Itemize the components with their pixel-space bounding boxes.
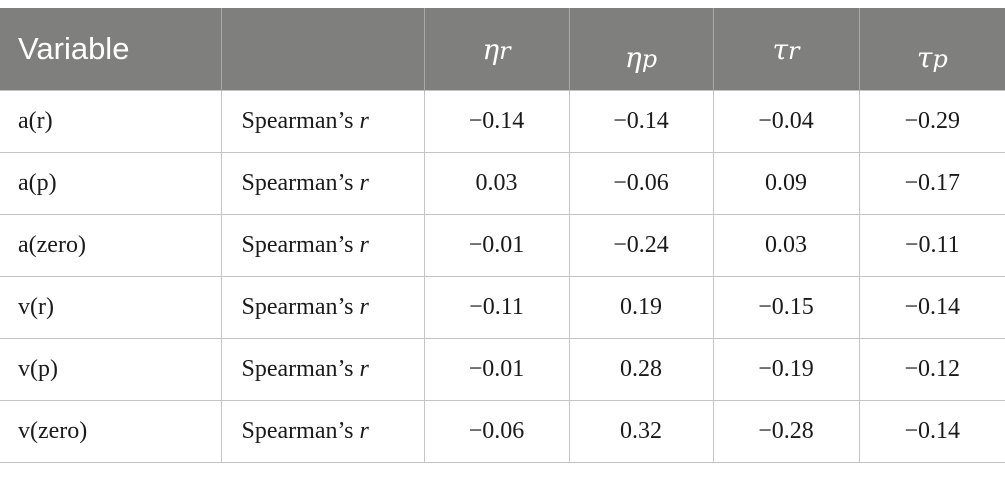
cell-eta-p: −0.06 bbox=[568, 152, 714, 215]
correlation-table: Variable ηr ηp τr τp a(r) Spearman’s r −… bbox=[0, 8, 1005, 463]
table-row: a(r) Spearman’s r −0.14 −0.14 −0.04 −0.2… bbox=[0, 90, 1005, 153]
cell-statistic: Spearman’s r bbox=[220, 276, 425, 339]
table-row: a(zero) Spearman’s r −0.01 −0.24 0.03 −0… bbox=[0, 214, 1005, 277]
statistic-symbol: r bbox=[359, 232, 369, 258]
cell-eta-p: 0.32 bbox=[568, 400, 714, 463]
header-tau-p: τp bbox=[858, 8, 1005, 91]
header-tau-p-sub: p bbox=[932, 44, 948, 73]
cell-tau-r: −0.15 bbox=[712, 276, 860, 339]
cell-eta-r: −0.01 bbox=[423, 214, 570, 277]
cell-eta-p: 0.19 bbox=[568, 276, 714, 339]
header-eta-r: ηr bbox=[423, 8, 569, 91]
statistic-symbol: r bbox=[359, 108, 369, 134]
cell-variable: a(r) bbox=[0, 90, 222, 153]
statistic-symbol: r bbox=[359, 294, 369, 320]
header-eta-p-symbol: η bbox=[624, 40, 642, 74]
cell-eta-p: −0.24 bbox=[568, 214, 714, 277]
cell-tau-p: −0.14 bbox=[858, 400, 1005, 463]
cell-tau-r: −0.19 bbox=[712, 338, 860, 401]
cell-tau-p: −0.29 bbox=[858, 90, 1005, 153]
table-header: Variable ηr ηp τr τp bbox=[0, 8, 1005, 91]
header-tau-r-symbol: τ bbox=[772, 32, 789, 66]
statistic-symbol: r bbox=[359, 356, 369, 382]
cell-tau-r: 0.09 bbox=[712, 152, 860, 215]
header-variable: Variable bbox=[0, 8, 221, 91]
cell-eta-r: 0.03 bbox=[423, 152, 570, 215]
cell-eta-r: −0.14 bbox=[423, 90, 570, 153]
cell-tau-p: −0.14 bbox=[858, 276, 1005, 339]
header-tau-r-sub: r bbox=[788, 36, 800, 65]
header-tau-p-symbol: τ bbox=[916, 40, 933, 74]
cell-statistic: Spearman’s r bbox=[220, 90, 425, 153]
header-eta-p: ηp bbox=[568, 8, 713, 91]
cell-tau-r: −0.28 bbox=[712, 400, 860, 463]
header-eta-p-sub: p bbox=[641, 44, 658, 73]
statistic-symbol: r bbox=[359, 418, 369, 444]
cell-eta-r: −0.01 bbox=[423, 338, 570, 401]
statistic-label: Spearman’s bbox=[241, 232, 354, 258]
cell-tau-r: −0.04 bbox=[712, 90, 860, 153]
cell-variable: a(p) bbox=[0, 152, 222, 215]
cell-eta-r: −0.11 bbox=[423, 276, 570, 339]
statistic-symbol: r bbox=[359, 170, 369, 196]
table-row: a(p) Spearman’s r 0.03 −0.06 0.09 −0.17 bbox=[0, 152, 1005, 215]
statistic-label: Spearman’s bbox=[241, 356, 354, 382]
header-blank bbox=[220, 8, 424, 91]
cell-tau-p: −0.11 bbox=[858, 214, 1005, 277]
statistic-label: Spearman’s bbox=[241, 170, 354, 196]
table-row: v(zero) Spearman’s r −0.06 0.32 −0.28 −0… bbox=[0, 400, 1005, 463]
header-tau-r: τr bbox=[712, 8, 859, 91]
cell-variable: v(zero) bbox=[0, 400, 222, 463]
header-eta-r-symbol: η bbox=[482, 32, 500, 66]
cell-statistic: Spearman’s r bbox=[220, 400, 425, 463]
statistic-label: Spearman’s bbox=[241, 294, 354, 320]
cell-eta-r: −0.06 bbox=[423, 400, 570, 463]
cell-tau-p: −0.12 bbox=[858, 338, 1005, 401]
cell-variable: v(r) bbox=[0, 276, 222, 339]
table-row: v(p) Spearman’s r −0.01 0.28 −0.19 −0.12 bbox=[0, 338, 1005, 401]
cell-variable: v(p) bbox=[0, 338, 222, 401]
cell-eta-p: 0.28 bbox=[568, 338, 714, 401]
statistic-label: Spearman’s bbox=[241, 418, 354, 444]
cell-statistic: Spearman’s r bbox=[220, 214, 425, 277]
statistic-label: Spearman’s bbox=[241, 108, 354, 134]
header-eta-r-sub: r bbox=[499, 36, 511, 65]
cell-tau-p: −0.17 bbox=[858, 152, 1005, 215]
header-row: Variable ηr ηp τr τp bbox=[0, 8, 1005, 91]
cell-tau-r: 0.03 bbox=[712, 214, 860, 277]
cell-statistic: Spearman’s r bbox=[220, 152, 425, 215]
table-row: v(r) Spearman’s r −0.11 0.19 −0.15 −0.14 bbox=[0, 276, 1005, 339]
correlation-table-container: Variable ηr ηp τr τp a(r) Spearman’s r −… bbox=[0, 8, 1005, 463]
cell-variable: a(zero) bbox=[0, 214, 222, 277]
cell-eta-p: −0.14 bbox=[568, 90, 714, 153]
cell-statistic: Spearman’s r bbox=[220, 338, 425, 401]
table-body: a(r) Spearman’s r −0.14 −0.14 −0.04 −0.2… bbox=[0, 90, 1005, 463]
